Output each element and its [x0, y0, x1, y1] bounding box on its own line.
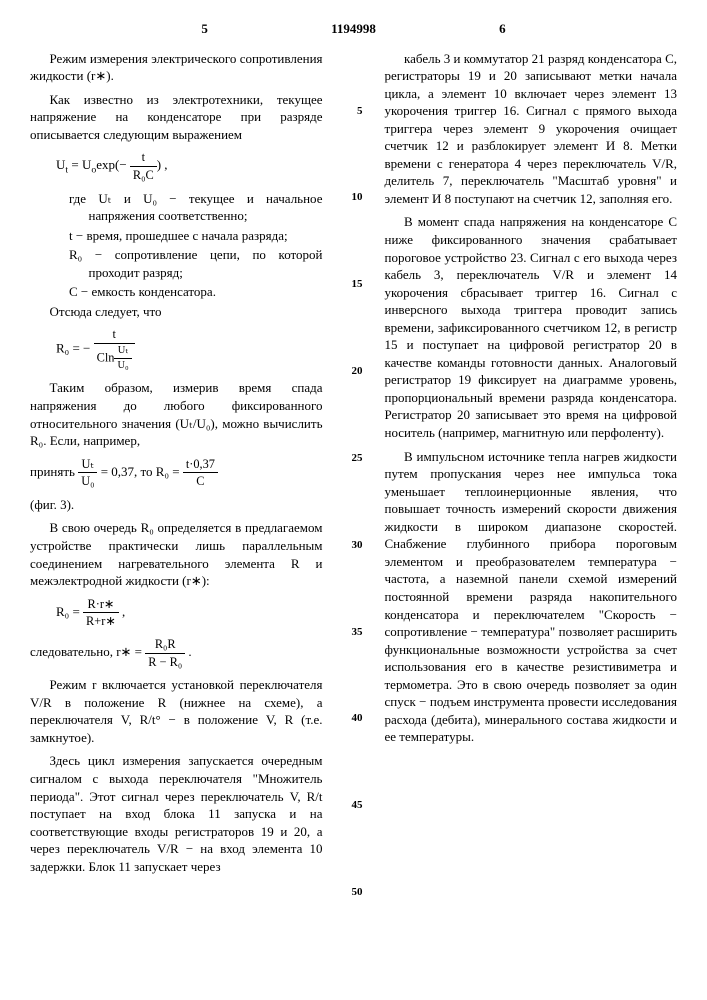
line-numbers: 5 10 15 20 25 30 35 40 45 50 — [345, 50, 363, 900]
formula-r0: R₀ = − t ClnUₜU₀ — [56, 326, 323, 373]
lineno: 15 — [345, 277, 363, 292]
right-column: кабель 3 и коммутатор 21 разряд конденса… — [385, 50, 678, 900]
lineno: 5 — [345, 104, 363, 119]
def: t − время, прошедшее с начала разряда; — [50, 227, 323, 245]
page-num-right: 6 — [499, 20, 506, 38]
para: Отсюда следует, что — [30, 303, 323, 321]
formula-rstar: следовательно, r∗ = R₀RR − R₀ . — [30, 636, 323, 670]
para: Таким образом, измерив время спада напря… — [30, 379, 323, 449]
para: Как известно из электротехники, текущее … — [30, 91, 323, 144]
lineno: 50 — [345, 885, 363, 900]
para: (фиг. 3). — [30, 496, 323, 514]
lineno: 30 — [345, 538, 363, 553]
para: Режим измерения электрического сопротивл… — [30, 50, 323, 85]
lineno: 40 — [345, 711, 363, 726]
formula-r0-parallel: R₀ = R·r∗R+r∗ , — [56, 596, 323, 630]
def: R₀ − сопротивление цепи, по которой прох… — [50, 246, 323, 281]
para: В момент спада напряжения на конденсатор… — [385, 213, 678, 441]
para: В импульсном источнике тепла нагрев жидк… — [385, 448, 678, 746]
page-num-left: 5 — [201, 20, 208, 38]
para: Здесь цикл измерения запускается очередн… — [30, 752, 323, 875]
lineno: 45 — [345, 798, 363, 813]
para: Режим r включается установкой переключат… — [30, 676, 323, 746]
para: В свою очередь R₀ определяется в предлаг… — [30, 519, 323, 589]
def: где Uₜ и U₀ − текущее и начальное напряж… — [50, 190, 323, 225]
lineno: 20 — [345, 364, 363, 379]
lineno: 35 — [345, 625, 363, 640]
content-columns: Режим измерения электрического сопротивл… — [30, 50, 677, 900]
doc-number: 1194998 — [331, 20, 376, 38]
para: кабель 3 и коммутатор 21 разряд конденса… — [385, 50, 678, 208]
lineno: 25 — [345, 451, 363, 466]
formula-ut: Ut = Uoexp(− tR₀C) , — [56, 149, 323, 183]
def: C − емкость конденсатора. — [50, 283, 323, 301]
left-column: Режим измерения электрического сопротивл… — [30, 50, 323, 900]
para: принять UₜU₀ = 0,37, то R₀ = t·0,37С — [30, 456, 323, 490]
page-header: 5 1194998 6 — [30, 20, 677, 38]
lineno: 10 — [345, 190, 363, 205]
